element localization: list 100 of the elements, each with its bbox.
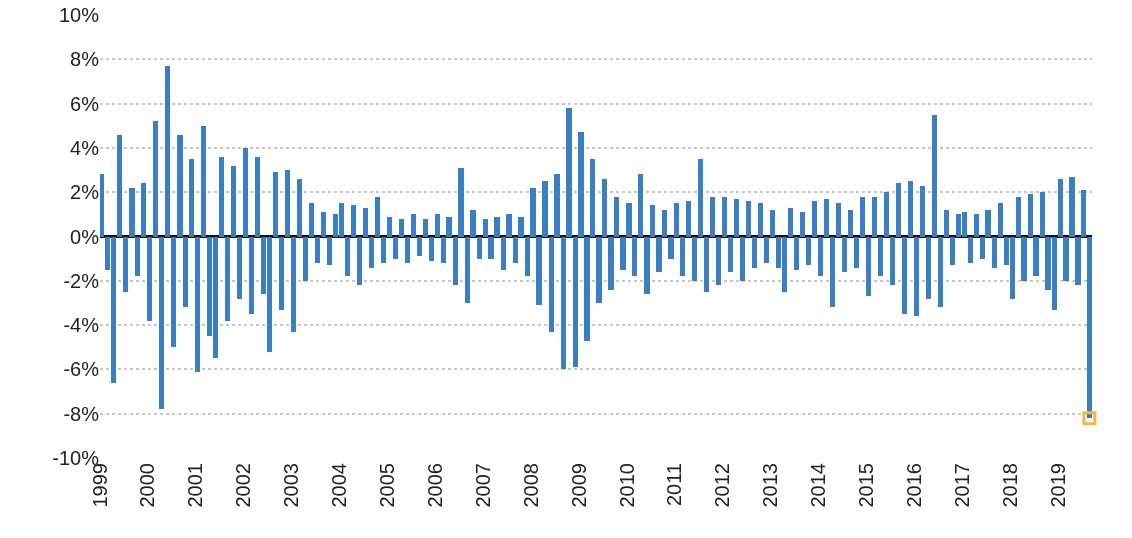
bar [716,237,721,285]
bar [273,172,278,237]
bar [608,237,614,290]
bar [1033,237,1039,276]
bar [477,237,482,259]
bar [950,237,955,265]
bar [680,237,685,276]
bar [470,210,476,237]
x-tick-label: 2006 [423,463,446,508]
bar [153,121,158,237]
y-tick-label: -6% [63,358,100,381]
y-tick-label: -4% [63,314,100,337]
bar [525,237,530,276]
y-tick-label: -2% [63,269,100,292]
x-tick-label: 2015 [855,463,878,508]
y-tick-label: 10% [58,4,100,26]
bar [369,237,374,268]
bar [794,237,799,270]
bar [650,205,655,237]
bar [884,192,889,237]
bar [441,237,446,263]
bar [752,237,757,268]
bar [710,197,715,237]
bar [345,237,350,276]
bar [536,237,542,305]
bar [656,237,662,272]
bar [429,237,434,261]
bar [483,219,488,237]
x-tick-label: 2011 [663,463,686,507]
bar [189,159,194,237]
y-tick-label: -8% [63,402,100,425]
bar [351,205,356,237]
bar [824,199,829,237]
bar [100,174,104,237]
bar [183,237,188,307]
bar [171,237,176,347]
bar [237,237,242,299]
bar [147,237,152,321]
bar [542,181,548,237]
x-tick-label: 2007 [471,463,494,508]
bar [626,203,632,237]
bar [620,237,626,270]
bar [458,168,464,237]
bar [123,237,128,292]
x-tick-label: 2004 [328,463,351,508]
bar [878,237,883,276]
bar [992,237,997,268]
y-tick-label: 8% [70,48,100,71]
bar [231,166,236,237]
x-tick-label: 2013 [759,463,782,508]
bar [998,203,1003,237]
bar [866,237,871,296]
x-tick-label: 2016 [903,463,926,508]
y-tick-label: 4% [70,136,100,159]
bar [219,157,224,237]
bar [554,174,560,237]
bar [722,197,727,237]
bar [728,237,733,272]
bar [435,214,440,237]
bar [513,237,518,263]
bar [908,181,913,237]
bar [357,237,362,285]
x-tick-label: 2008 [519,463,542,508]
bar [806,237,811,265]
bar [1021,237,1027,281]
bar [417,237,422,256]
bar [890,237,895,285]
bar [668,237,674,259]
bar [985,210,991,237]
bar [201,126,206,237]
bar [1087,237,1092,418]
bar [303,237,308,281]
bar [285,170,290,237]
bar [506,214,512,237]
bar [327,237,332,265]
x-tick-label: 2000 [136,463,159,508]
bar [596,237,602,303]
bar [315,237,320,263]
bar [836,203,841,237]
bar [494,217,500,237]
bar [872,197,877,237]
bar [453,237,458,285]
x-tick-label: 2019 [1046,463,1069,508]
x-tick-label: 2012 [711,463,734,508]
bar [1081,190,1086,237]
bar [297,179,302,237]
x-tick-label: 2017 [951,463,974,508]
x-tick-label: 2010 [615,463,638,508]
bar [860,197,865,237]
bar [692,237,697,281]
bar [662,210,667,237]
bar [1063,237,1069,281]
x-tick-label: 2001 [184,463,207,508]
bar [309,203,314,237]
bar [225,237,230,321]
bar [902,237,907,314]
bar [159,237,164,409]
bar [1040,192,1045,237]
bar [578,132,584,237]
bar [1016,197,1021,237]
